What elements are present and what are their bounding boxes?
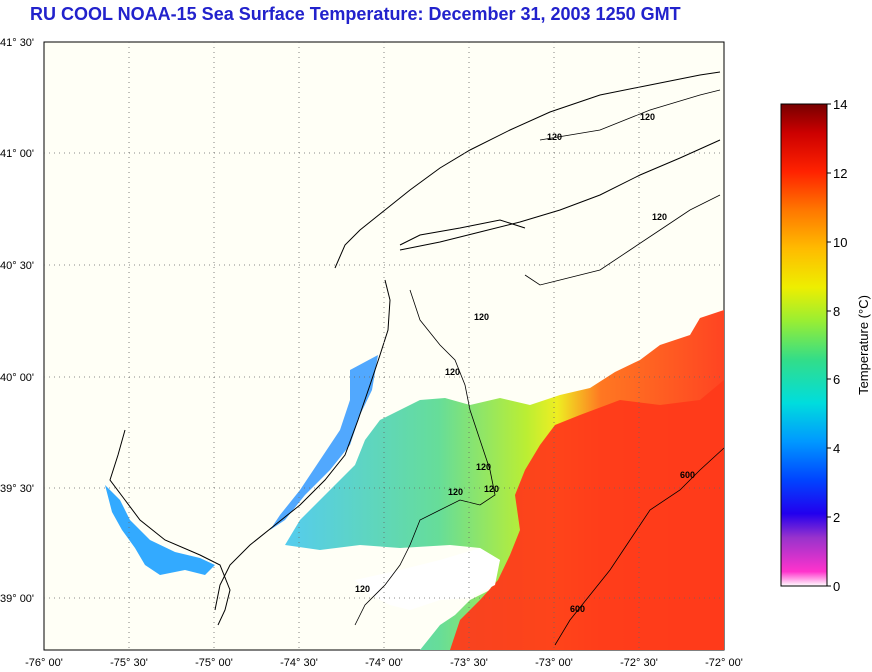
- colorbar-tick-label: 2: [833, 510, 840, 525]
- lat-label: 39° 30': [0, 483, 34, 495]
- map-title: RU COOL NOAA-15 Sea Surface Temperature:…: [30, 4, 681, 24]
- lon-label: -72° 30': [620, 657, 658, 669]
- contour-label: 120: [476, 462, 491, 472]
- colorbar-tick-label: 6: [833, 372, 840, 387]
- colorbar-tick-label: 8: [833, 304, 840, 319]
- coastline: [109, 71, 721, 626]
- colorbar: [780, 103, 828, 587]
- contour-label: 120: [445, 367, 460, 377]
- colorbar-axis-label: Temperature (°C): [856, 295, 871, 395]
- contour-label: 120: [355, 584, 370, 594]
- colorbar-tick-label: 14: [833, 97, 847, 112]
- colorbar-tick-label: 10: [833, 235, 847, 250]
- contour-label: 120: [474, 312, 489, 322]
- lat-label: 41° 30': [0, 37, 34, 49]
- bathymetry-contours: [354, 89, 724, 646]
- lat-label: 40° 00': [0, 372, 34, 384]
- lon-label: -75° 00': [195, 657, 233, 669]
- lon-label: -73° 00': [535, 657, 573, 669]
- colorbar-ticks: [827, 103, 831, 587]
- sst-delaware-bay: [105, 485, 215, 575]
- lat-label: 40° 30': [0, 260, 34, 272]
- sst-red-core: [450, 380, 724, 650]
- contour-label: 600: [680, 470, 695, 480]
- no-data-area: [355, 548, 500, 610]
- lat-label: 39° 00': [0, 593, 34, 605]
- lon-label: -76° 00': [25, 657, 63, 669]
- sst-nearshore-strip: [270, 355, 378, 530]
- colorbar-tick-label: 0: [833, 579, 840, 594]
- colorbar-tick-label: 4: [833, 441, 840, 456]
- lon-label: -75° 30': [110, 657, 148, 669]
- lon-label: -74° 30': [280, 657, 318, 669]
- colorbar-tick-label: 12: [833, 166, 847, 181]
- graticule: [44, 42, 724, 650]
- lon-label: -74° 00': [365, 657, 403, 669]
- contour-label: 120: [640, 112, 655, 122]
- contour-label: 120: [484, 484, 499, 494]
- lon-label: -73° 30': [450, 657, 488, 669]
- lat-label: 41° 00': [0, 148, 34, 160]
- contour-label: 120: [448, 487, 463, 497]
- contour-label: 120: [652, 212, 667, 222]
- contour-label: 600: [570, 604, 585, 614]
- contour-label: 120: [547, 132, 562, 142]
- lon-label: -72° 00': [705, 657, 743, 669]
